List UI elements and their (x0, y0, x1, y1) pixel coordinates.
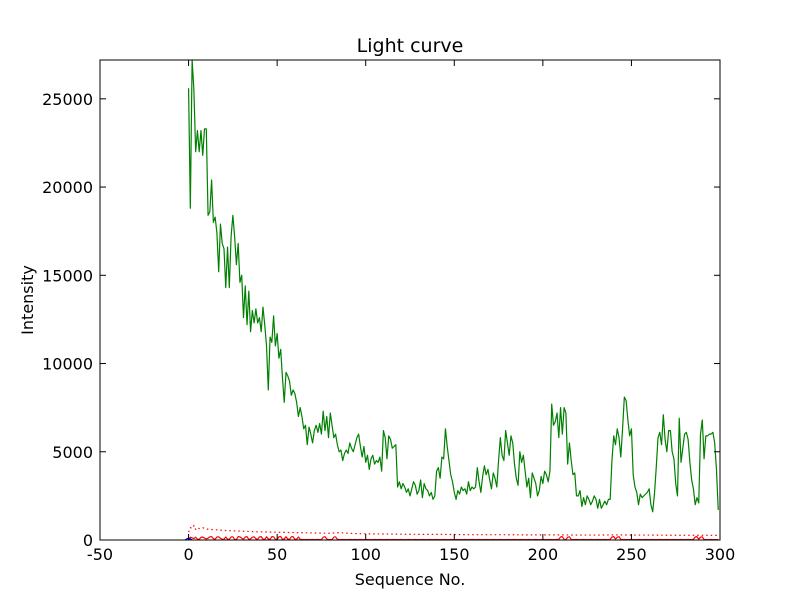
x-tick-label: 250 (616, 545, 647, 564)
y-axis-title: Intensity (18, 265, 37, 335)
x-tick-label: -50 (87, 545, 113, 564)
x-tick-label: 200 (528, 545, 559, 564)
chart-title: Light curve (357, 35, 464, 57)
plot-area-background (100, 60, 720, 540)
plot-frame (99, 59, 721, 541)
y-tick-label: 20000 (42, 178, 93, 197)
x-axis-title: Sequence No. (355, 570, 466, 589)
y-tick-label: 5000 (52, 443, 93, 462)
series-line-0 (187, 59, 719, 513)
y-tick-label: 15000 (42, 266, 93, 285)
x-tick-label: 300 (705, 545, 736, 564)
y-tick-label: 25000 (42, 90, 93, 109)
x-tick-label: 100 (350, 545, 381, 564)
y-tick-label: 0 (83, 531, 93, 550)
x-tick-label: 50 (267, 545, 287, 564)
x-tick-label: 150 (439, 545, 470, 564)
y-tick-label: 10000 (42, 355, 93, 374)
tick-layer: -50 0 50 100 150 200 250 3000500010000150002000… (42, 60, 735, 564)
x-tick-label: 0 (183, 545, 193, 564)
